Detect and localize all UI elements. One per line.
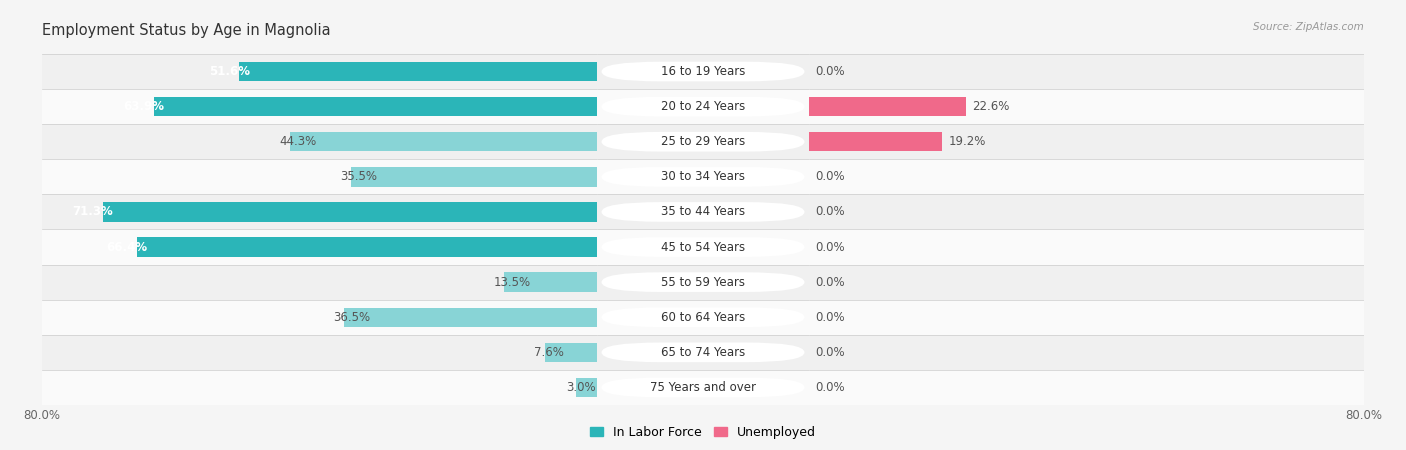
- Bar: [42, 89, 598, 124]
- Text: Employment Status by Age in Magnolia: Employment Status by Age in Magnolia: [42, 22, 330, 37]
- Bar: [42, 194, 598, 230]
- Bar: [42, 54, 598, 89]
- Bar: [42, 335, 598, 370]
- Text: 60 to 64 Years: 60 to 64 Years: [661, 311, 745, 324]
- Text: 44.3%: 44.3%: [280, 135, 316, 148]
- Bar: [808, 194, 1364, 230]
- FancyBboxPatch shape: [602, 307, 804, 327]
- Text: 16 to 19 Years: 16 to 19 Years: [661, 65, 745, 78]
- FancyBboxPatch shape: [602, 237, 804, 257]
- Bar: [42, 370, 598, 405]
- Text: 0.0%: 0.0%: [815, 276, 845, 288]
- Bar: [239, 62, 598, 81]
- Bar: [808, 97, 966, 116]
- Bar: [598, 124, 808, 159]
- Bar: [598, 335, 808, 370]
- Bar: [808, 54, 1364, 89]
- Text: 45 to 54 Years: 45 to 54 Years: [661, 241, 745, 253]
- Text: 66.4%: 66.4%: [105, 241, 148, 253]
- FancyBboxPatch shape: [602, 342, 804, 362]
- Bar: [42, 265, 598, 300]
- Text: 25 to 29 Years: 25 to 29 Years: [661, 135, 745, 148]
- Text: 63.9%: 63.9%: [124, 100, 165, 113]
- Text: 3.0%: 3.0%: [567, 381, 596, 394]
- FancyBboxPatch shape: [602, 378, 804, 397]
- Bar: [808, 370, 1364, 405]
- FancyBboxPatch shape: [602, 132, 804, 152]
- Bar: [808, 124, 1364, 159]
- FancyBboxPatch shape: [602, 272, 804, 292]
- Bar: [808, 132, 942, 151]
- Text: 0.0%: 0.0%: [815, 311, 845, 324]
- Bar: [42, 124, 598, 159]
- Bar: [598, 230, 808, 265]
- FancyBboxPatch shape: [602, 202, 804, 222]
- Bar: [808, 300, 1364, 335]
- Text: 51.6%: 51.6%: [208, 65, 250, 78]
- Text: 65 to 74 Years: 65 to 74 Years: [661, 346, 745, 359]
- Bar: [808, 230, 1364, 265]
- Bar: [598, 300, 808, 335]
- Bar: [352, 167, 598, 186]
- Text: 0.0%: 0.0%: [815, 346, 845, 359]
- Text: 0.0%: 0.0%: [815, 171, 845, 183]
- Bar: [598, 54, 808, 89]
- Bar: [598, 370, 808, 405]
- Bar: [598, 159, 808, 194]
- Text: 13.5%: 13.5%: [494, 276, 530, 288]
- Text: 36.5%: 36.5%: [333, 311, 371, 324]
- Bar: [503, 273, 598, 292]
- Text: 19.2%: 19.2%: [949, 135, 986, 148]
- Text: 20 to 24 Years: 20 to 24 Years: [661, 100, 745, 113]
- Bar: [808, 89, 1364, 124]
- Bar: [598, 265, 808, 300]
- Text: 0.0%: 0.0%: [815, 381, 845, 394]
- Text: 22.6%: 22.6%: [973, 100, 1010, 113]
- Bar: [103, 202, 598, 221]
- Bar: [42, 230, 598, 265]
- Bar: [544, 343, 598, 362]
- Text: 0.0%: 0.0%: [815, 206, 845, 218]
- Bar: [290, 132, 598, 151]
- Text: 30 to 34 Years: 30 to 34 Years: [661, 171, 745, 183]
- Bar: [808, 159, 1364, 194]
- Text: 35 to 44 Years: 35 to 44 Years: [661, 206, 745, 218]
- Text: 35.5%: 35.5%: [340, 171, 378, 183]
- Bar: [153, 97, 598, 116]
- FancyBboxPatch shape: [602, 97, 804, 117]
- Bar: [598, 194, 808, 230]
- Text: Source: ZipAtlas.com: Source: ZipAtlas.com: [1253, 22, 1364, 32]
- Bar: [42, 159, 598, 194]
- Legend: In Labor Force, Unemployed: In Labor Force, Unemployed: [585, 421, 821, 444]
- Bar: [136, 238, 598, 256]
- Bar: [598, 89, 808, 124]
- Text: 0.0%: 0.0%: [815, 65, 845, 78]
- Bar: [42, 300, 598, 335]
- Text: 75 Years and over: 75 Years and over: [650, 381, 756, 394]
- Text: 71.3%: 71.3%: [72, 206, 112, 218]
- Bar: [576, 378, 598, 397]
- FancyBboxPatch shape: [602, 62, 804, 81]
- Bar: [808, 265, 1364, 300]
- FancyBboxPatch shape: [602, 167, 804, 187]
- Text: 55 to 59 Years: 55 to 59 Years: [661, 276, 745, 288]
- Text: 0.0%: 0.0%: [815, 241, 845, 253]
- Bar: [344, 308, 598, 327]
- Text: 7.6%: 7.6%: [534, 346, 564, 359]
- Bar: [808, 335, 1364, 370]
